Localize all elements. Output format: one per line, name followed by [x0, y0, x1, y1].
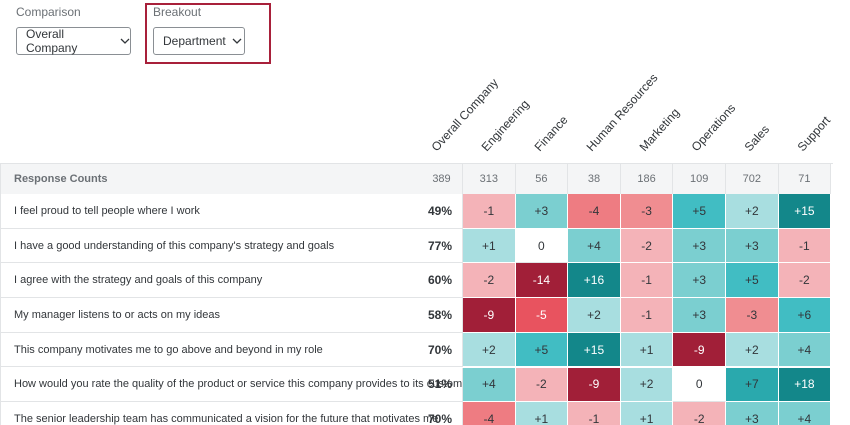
filter-label: Breakout — [153, 5, 202, 19]
response-count: 71 — [778, 164, 832, 194]
response-count: 56 — [515, 164, 569, 194]
response-count: 38 — [568, 164, 621, 194]
response-count: 702 — [726, 164, 779, 194]
heatmap-cell: +3 — [726, 402, 779, 425]
column-header: Sales — [741, 122, 773, 154]
heatmap-cell: +1 — [620, 402, 674, 425]
heatmap-cell: +4 — [778, 332, 832, 368]
heatmap-cell: -5 — [515, 298, 569, 333]
heatmap-cell: -2 — [463, 263, 516, 299]
heatmap-cell: -9 — [568, 367, 621, 403]
column-header: Support — [794, 113, 833, 154]
heatmap-cell: 0 — [673, 367, 726, 403]
question: I agree with the strategy and goals of t… — [1, 263, 422, 299]
dropdown-value: Overall Company — [26, 27, 78, 55]
overall-score: 58% — [421, 298, 463, 333]
highlight-box — [145, 3, 271, 64]
heatmap-cell: +2 — [620, 367, 674, 403]
heatmap-cell: -2 — [778, 263, 832, 299]
column-header: Operations — [688, 101, 739, 154]
chevron-icon — [120, 38, 130, 44]
heatmap-cell: +6 — [778, 298, 832, 333]
column-header: Marketing — [636, 105, 683, 154]
heatmap-cell: -4 — [463, 402, 516, 425]
heatmap-cell: -2 — [620, 228, 674, 264]
response-count: 313 — [463, 164, 516, 194]
comparison-dropdown[interactable]: Overall Company — [16, 27, 131, 55]
heatmap-cell: -9 — [463, 298, 516, 333]
heatmap-cell: +3 — [515, 194, 569, 229]
heatmap-cell: -3 — [726, 298, 779, 333]
response-count: 389 — [421, 164, 463, 194]
question: The senior leadership team has communica… — [1, 402, 438, 425]
heatmap-cell: +2 — [726, 332, 779, 368]
column-header: Engineering — [478, 97, 532, 154]
heatmap-cell: +5 — [673, 194, 726, 229]
heatmap-cell: +15 — [778, 194, 832, 229]
heatmap-cell: +18 — [778, 367, 832, 403]
question: How would you rate the quality of the pr… — [1, 368, 484, 403]
heatmap-cell: +5 — [515, 332, 569, 368]
dropdown-value: Department — [163, 34, 226, 48]
heatmap-cell: +3 — [673, 298, 726, 333]
column-header: Finance — [531, 112, 571, 154]
table-frame — [0, 163, 833, 425]
question: My manager listens to or acts on my idea… — [1, 298, 422, 333]
filter-label: Comparison — [16, 5, 81, 19]
chevron-icon — [232, 38, 242, 44]
heatmap-cell: +2 — [568, 298, 621, 333]
question: This company motivates me to go above an… — [1, 333, 422, 368]
response-count: 186 — [620, 164, 674, 194]
heatmap-cell: +1 — [515, 402, 569, 425]
heatmap-cell: +15 — [568, 332, 621, 368]
heatmap-cell: -14 — [515, 263, 569, 299]
heatmap-cell: -9 — [673, 332, 726, 368]
overall-score: 70% — [421, 332, 463, 368]
overall-score: 60% — [421, 263, 463, 299]
overall-score: 70% — [421, 402, 463, 425]
heatmap-cell: -2 — [673, 402, 726, 425]
heatmap-cell: +7 — [726, 367, 779, 403]
heatmap-cell: +4 — [568, 228, 621, 264]
question: I feel proud to tell people where I work — [1, 194, 422, 229]
heatmap-cell: -1 — [568, 402, 621, 425]
question: I have a good understanding of this comp… — [1, 229, 422, 264]
heatmap-cell: -1 — [620, 298, 674, 333]
heatmap-cell: +2 — [463, 332, 516, 368]
heatmap-cell: +1 — [620, 332, 674, 368]
breakout-dropdown[interactable]: Department — [153, 27, 245, 55]
heatmap-cell: -1 — [778, 228, 832, 264]
heatmap-cell: +4 — [778, 402, 832, 425]
overall-score: 77% — [421, 228, 463, 264]
heatmap-cell: -1 — [620, 263, 674, 299]
heatmap-cell: +16 — [568, 263, 621, 299]
heatmap-cell: -3 — [620, 194, 674, 229]
overall-score: 49% — [421, 194, 463, 229]
heatmap-cell: +3 — [673, 263, 726, 299]
counts-label: Response Counts — [1, 164, 422, 194]
heatmap-cell: +3 — [726, 228, 779, 264]
response-count: 109 — [673, 164, 726, 194]
overall-score: 51% — [421, 367, 463, 403]
heatmap-cell: +3 — [673, 228, 726, 264]
heatmap-cell: +2 — [726, 194, 779, 229]
heatmap-cell: -1 — [463, 194, 516, 229]
heatmap-cell: +1 — [463, 228, 516, 264]
heatmap-cell: +4 — [463, 367, 516, 403]
heatmap-cell: -4 — [568, 194, 621, 229]
heatmap-cell: +5 — [726, 263, 779, 299]
heatmap-cell: 0 — [515, 228, 569, 264]
heatmap-cell: -2 — [515, 367, 569, 403]
